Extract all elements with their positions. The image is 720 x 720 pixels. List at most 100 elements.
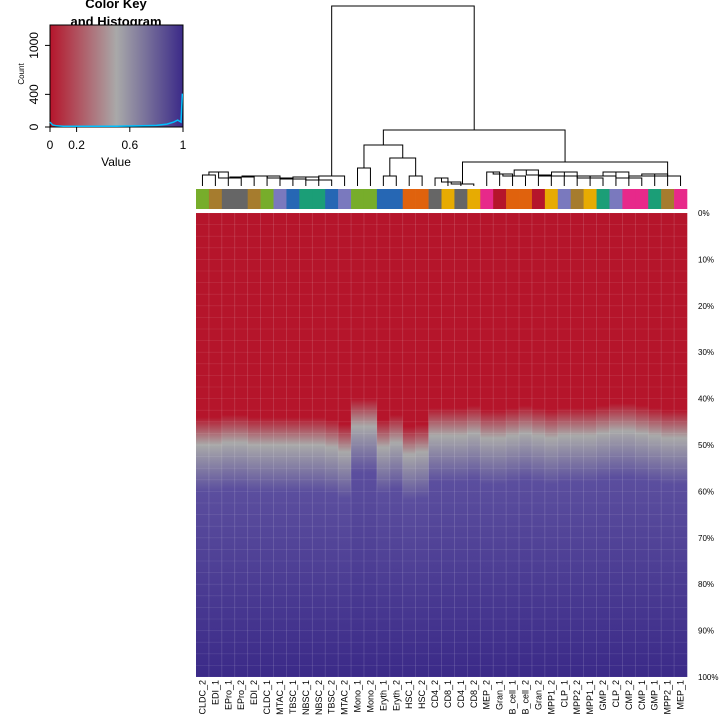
dendrogram-branch [382, 129, 566, 162]
heatmap-column [441, 213, 455, 677]
column-label: Mono_2 [365, 680, 375, 713]
dendrogram-branch [434, 177, 449, 186]
color-key: Color Key and Histogram 0 0.2 0.6 104001000… [17, 0, 187, 169]
heatmap-column [596, 213, 610, 677]
dendrogram-branch [602, 171, 630, 186]
heatmap-column [286, 213, 300, 677]
color-key-y-tick-label: 1000 [27, 32, 41, 59]
column-dendrogram [201, 5, 682, 186]
dendrogram-branch [641, 173, 669, 186]
dendrogram-branch [441, 178, 462, 186]
color-key-x-tick-label: 0.6 [121, 138, 138, 152]
heatmap-column [557, 213, 572, 677]
column-color-cell [402, 189, 416, 209]
heatmap-column [196, 213, 210, 677]
column-label: HSC_1 [404, 680, 414, 709]
column-label: CMP_1 [637, 680, 647, 710]
column-label: TBSC_2 [327, 680, 337, 714]
column-color-cell [196, 189, 210, 209]
dendrogram-branch [389, 157, 417, 176]
column-color-cell [312, 189, 326, 209]
column-color-cell [273, 189, 287, 209]
dendrogram-branch [357, 167, 371, 186]
heatmap-column [661, 213, 675, 677]
heatmap-column [570, 213, 584, 677]
column-color-cell [415, 189, 429, 209]
heatmap-column [544, 213, 559, 677]
dendrogram-branch [382, 175, 397, 186]
heatmap-column [467, 213, 481, 677]
column-label: EPro_1 [223, 680, 233, 710]
color-key-x-axis-label: Value [101, 155, 131, 169]
dendrogram-branch [461, 161, 669, 184]
column-color-cell [247, 189, 261, 209]
column-labels: CLDC_2 EDI_1 EPro_1 EPro_2 EDI_2 CLDC_1 MTAC_1… [198, 680, 686, 715]
heatmap-column [376, 213, 391, 677]
column-label: EPro_2 [236, 680, 246, 710]
heatmap-column [493, 213, 507, 677]
column-label: CD4_1 [456, 680, 466, 708]
color-key-title: Color Key [85, 0, 147, 11]
column-color-cell [506, 189, 520, 209]
heatmap-column [325, 213, 339, 677]
heatmap-column [221, 213, 236, 677]
dendrogram-branch [551, 171, 578, 186]
column-color-cell [325, 189, 339, 209]
heatmap-column [402, 213, 416, 677]
dendrogram-branch [218, 172, 242, 186]
column-color-cell [674, 189, 688, 209]
color-key-x-tick-label: 0 [47, 138, 54, 152]
column-color-cell [622, 189, 636, 209]
column-label: MEP_2 [482, 680, 492, 710]
dendrogram-branch [492, 172, 514, 186]
heatmap-column [635, 213, 649, 677]
heatmap-column [674, 213, 688, 677]
row-label: 10% [698, 255, 714, 264]
column-color-cell [596, 189, 610, 209]
dendrogram-branch [486, 171, 501, 186]
heatmap-column [506, 213, 520, 677]
column-color-cell [648, 189, 662, 209]
heatmap-column [389, 213, 404, 677]
row-label: 30% [698, 348, 714, 357]
column-color-cell [234, 189, 248, 209]
heatmap-column [247, 213, 261, 677]
column-color-cell [389, 189, 404, 209]
column-color-bar [196, 189, 688, 209]
heatmap-column [260, 213, 274, 677]
dendrogram-branch [331, 5, 475, 176]
column-color-cell [221, 189, 236, 209]
row-label: 90% [698, 627, 714, 636]
row-label: 100% [698, 673, 718, 682]
column-color-cell [260, 189, 274, 209]
column-color-cell [351, 189, 365, 209]
column-color-cell [557, 189, 572, 209]
dendrogram-branch [208, 171, 229, 186]
column-label: GMP_2 [598, 680, 608, 711]
column-color-cell [454, 189, 468, 209]
heatmap-column [234, 213, 248, 677]
dendrogram-branch [363, 144, 404, 168]
dendrogram-branch [502, 174, 526, 186]
column-color-cell [338, 189, 352, 209]
row-label: 50% [698, 441, 714, 450]
column-color-cell [493, 189, 507, 209]
column-label: CMP_2 [624, 680, 634, 710]
row-label: 40% [698, 395, 714, 404]
column-label: EDI_1 [210, 680, 220, 705]
column-label: MPP1_1 [585, 680, 595, 715]
column-label: CLP_2 [611, 680, 621, 708]
column-label: EDI_2 [249, 680, 259, 705]
column-color-cell [376, 189, 391, 209]
heatmap-body [196, 212, 688, 678]
column-label: Eryth_2 [391, 680, 401, 711]
column-color-cell [363, 189, 378, 209]
heatmap-column [622, 213, 636, 677]
column-color-cell [299, 189, 313, 209]
heatmap-column [648, 213, 662, 677]
column-label: NBSC_1 [301, 680, 311, 715]
color-key-histogram-line [49, 93, 184, 128]
row-label: 0% [698, 209, 710, 218]
column-label: CD4_2 [430, 680, 440, 708]
